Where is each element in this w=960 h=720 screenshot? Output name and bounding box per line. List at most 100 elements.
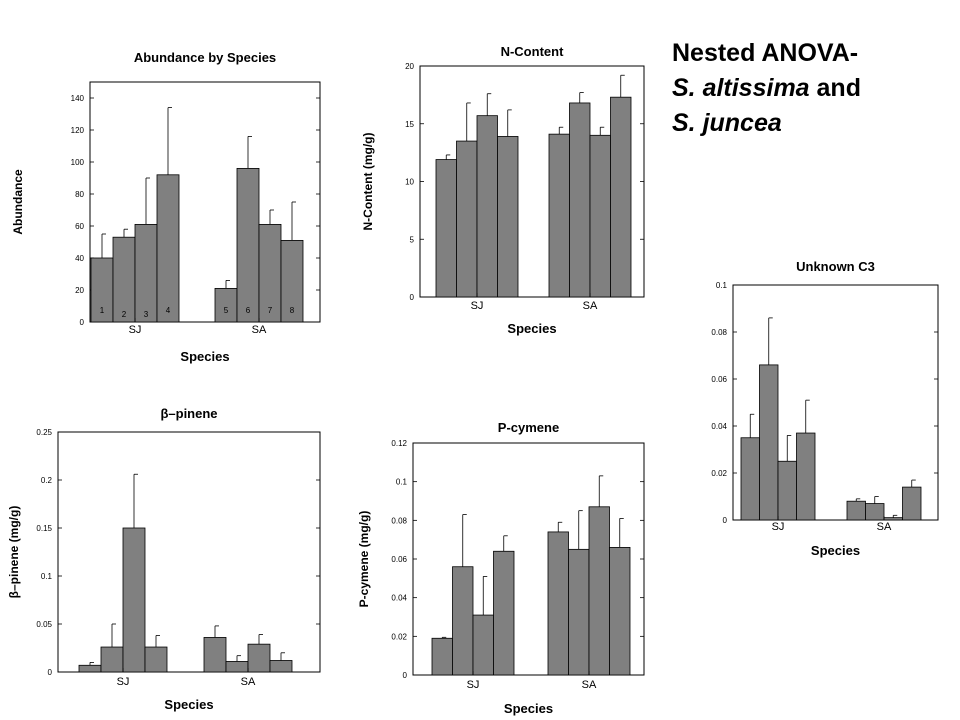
ytick-label: 20	[405, 62, 414, 71]
plot-frame	[732, 284, 939, 521]
chart-title: Unknown C3	[796, 259, 875, 274]
slide-title-line-3: S. juncea	[672, 106, 861, 141]
bar	[548, 133, 570, 298]
chart-3: 0 0.05 0.1 0.15 0.2 0.25 SJ SA β–pinene Species β–…	[7, 406, 321, 712]
ytick-label: 0	[723, 516, 728, 525]
x-axis-label: Species	[164, 697, 213, 712]
slide-title-line-1: Nested ANOVA-	[672, 39, 859, 67]
slide-title-and: and	[809, 74, 861, 102]
ytick-label: 0	[48, 668, 53, 677]
chart-0: 0 20 40 60 80 100 120 140 1 2 3 4 SJ 5 6 7 8 SA Abundance …	[11, 50, 321, 364]
bar	[883, 517, 903, 521]
ytick-label: 80	[75, 190, 84, 199]
ytick-label: 0	[80, 318, 85, 327]
ytick-label: 140	[71, 94, 85, 103]
chart-4: 0 0.02 0.04 0.06 0.08 0.1 0.12 SJ SA P-cymene Spec…	[357, 420, 645, 716]
bar	[78, 664, 102, 673]
ytick-label: 0	[403, 671, 408, 680]
ytick-label: 0.05	[36, 620, 52, 629]
x-axis-label: Species	[180, 349, 229, 364]
chart-title: Abundance by Species	[134, 50, 276, 65]
bar	[740, 437, 760, 521]
ytick-label: 0.2	[41, 476, 53, 485]
bar	[100, 646, 124, 673]
ytick-label: 0.12	[391, 439, 407, 448]
ytick-label: 0.25	[36, 428, 52, 437]
group-label: SJ	[117, 676, 130, 688]
chart-title: β–pinene	[160, 406, 217, 421]
ytick-label: 0.02	[711, 469, 727, 478]
group-label: SJ	[471, 300, 484, 312]
slide-title: Nested ANOVA- S. altissima and S. juncea	[672, 36, 861, 141]
ytick-label: 5	[410, 235, 415, 244]
chart-1: 0 5 10 15 20 SJ SA N-Content Species N-Content (m…	[361, 44, 645, 336]
ytick-label: 0.06	[711, 375, 727, 384]
bar	[497, 136, 519, 298]
ytick-label: 0	[410, 293, 415, 302]
ytick-label: 60	[75, 222, 84, 231]
bar	[846, 500, 866, 521]
ytick-label: 0.15	[36, 524, 52, 533]
bar	[493, 550, 515, 676]
ytick-label: 0.1	[41, 572, 53, 581]
ytick-label: 0.1	[716, 281, 728, 290]
bar-number: 1	[100, 306, 105, 315]
group-label: SA	[582, 679, 597, 691]
bar	[609, 547, 631, 676]
bar	[568, 548, 590, 676]
ytick-label: 10	[405, 178, 414, 187]
bar	[589, 134, 611, 298]
bar	[865, 503, 885, 521]
bar	[547, 531, 569, 676]
bar	[225, 661, 249, 673]
bar	[122, 527, 146, 673]
bar	[144, 646, 168, 673]
group-label: SA	[877, 521, 892, 533]
chart-title: N-Content	[501, 44, 564, 59]
x-axis-label: Species	[504, 701, 553, 716]
bar	[269, 660, 293, 673]
chart-2: 0 0.02 0.04 0.06 0.08 0.1 SJ SA Unknown C3 Specie…	[711, 259, 939, 558]
ytick-label: 15	[405, 120, 414, 129]
y-axis-label: Abundance	[11, 169, 25, 235]
bar-number: 6	[246, 306, 251, 315]
bar	[777, 460, 797, 521]
ytick-label: 100	[71, 158, 85, 167]
y-axis-label: β–pinene (mg/g)	[7, 506, 21, 599]
bar-number: 2	[122, 310, 127, 319]
bar-number: 4	[166, 306, 171, 315]
bar	[236, 167, 260, 323]
bar	[456, 140, 478, 298]
bar	[431, 637, 453, 676]
slide-title-species-1: S. altissima	[672, 74, 810, 102]
bar	[902, 486, 922, 521]
bar	[203, 637, 227, 673]
ytick-label: 0.06	[391, 555, 407, 564]
bar	[476, 115, 498, 298]
bar-number: 5	[224, 306, 229, 315]
ytick-label: 120	[71, 126, 85, 135]
bar	[435, 159, 457, 298]
slide-title-species-2: S. juncea	[672, 109, 782, 137]
bar	[759, 364, 779, 521]
bar	[610, 96, 632, 298]
group-label: SA	[241, 676, 256, 688]
plot-frame	[57, 431, 321, 673]
group-label: SJ	[129, 324, 142, 336]
bar	[472, 614, 494, 676]
bar	[569, 102, 591, 298]
bar-number: 7	[268, 306, 273, 315]
plot-frame	[89, 81, 321, 323]
ytick-label: 0.02	[391, 632, 407, 641]
group-label: SA	[583, 300, 598, 312]
y-axis-label: P-cymene (mg/g)	[357, 511, 371, 608]
ytick-label: 0.04	[711, 422, 727, 431]
ytick-label: 0.04	[391, 594, 407, 603]
x-axis-label: Species	[811, 543, 860, 558]
y-axis-label: N-Content (mg/g)	[361, 133, 375, 231]
bar	[796, 432, 816, 521]
bar	[247, 643, 271, 673]
bar	[452, 566, 474, 676]
bar	[134, 223, 158, 323]
